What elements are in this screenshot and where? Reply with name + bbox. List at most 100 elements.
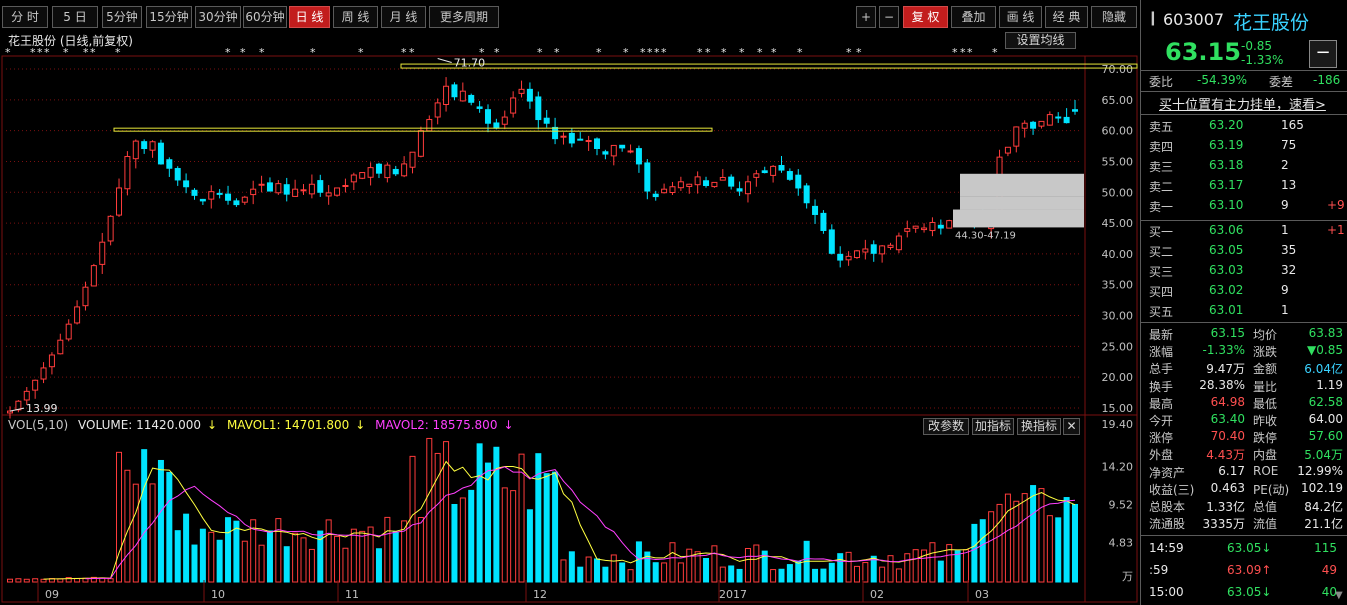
stat-value: 62.58 [1308, 394, 1343, 409]
add-indicator-button[interactable]: 加指标 [972, 418, 1014, 435]
period-tab-daily[interactable]: 日 线 [289, 6, 330, 28]
info-mine-icon: * [697, 46, 703, 59]
candle-body [266, 182, 273, 192]
candle-body [300, 189, 307, 192]
candle-body [48, 354, 55, 368]
info-mine-icon: * [771, 46, 777, 59]
period-tab-15min[interactable]: 15分钟 [146, 6, 192, 28]
bid-row[interactable]: 买五 63.01 1 [1141, 303, 1347, 320]
bid-price: 63.03 [1209, 263, 1244, 277]
bid-row[interactable]: 买三 63.03 32 [1141, 263, 1347, 280]
candle-body [116, 187, 123, 216]
date-axis-label: 02 [870, 588, 884, 601]
stat-label: 换手 [1149, 379, 1174, 394]
period-tab-weekly[interactable]: 周 线 [333, 6, 378, 28]
ask-row[interactable]: 卖二 63.17 13 [1141, 178, 1347, 195]
period-tab-timeshare[interactable]: 分 时 [2, 6, 48, 28]
candle-body [560, 135, 567, 138]
kline-chart-area[interactable]: 70.00 65.00 60.00 55.00 50.00 45.00 40.00 35.00… [0, 32, 1140, 605]
info-mine-icon: * [44, 46, 50, 59]
volume-bar [334, 535, 341, 583]
scroll-down-icon[interactable]: ▼ [1335, 590, 1343, 601]
info-mine-icon: * [30, 46, 36, 59]
volume-bar [459, 497, 466, 583]
ask-row[interactable]: 卖五 63.20 165 [1141, 118, 1347, 135]
vol-indicator-name[interactable]: VOL(5,10) [8, 418, 69, 432]
bid-volume: 1 [1281, 303, 1289, 317]
bid-row[interactable]: 买四 63.02 9 [1141, 283, 1347, 300]
volume-bar [895, 568, 902, 583]
zoom-in-button[interactable]: + [856, 6, 876, 28]
candle-body [1013, 126, 1020, 147]
candle-body [610, 144, 617, 157]
candle-body [677, 181, 684, 189]
panel-collapse-icon[interactable]: ❙ [1147, 10, 1159, 26]
candle-body [778, 165, 785, 171]
stat-label: 内盘 [1253, 448, 1278, 463]
more-periods-dropdown[interactable]: 更多周期 [429, 6, 499, 28]
candle-body [57, 339, 64, 355]
ask-row[interactable]: 卖一 63.10 9 +9 [1141, 198, 1347, 215]
candle-body [258, 183, 265, 186]
volume-bar [552, 471, 559, 583]
classic-button[interactable]: 经 典 [1045, 6, 1088, 28]
price-axis-label: 30.00 [1102, 310, 1134, 323]
candle-body [602, 151, 609, 155]
vol-mavol1: MAVOL1: 14701.800 [226, 418, 350, 432]
volume-bar [359, 530, 366, 583]
kline-chart-svg[interactable]: 70.00 65.00 60.00 55.00 50.00 45.00 40.00 35.00… [0, 32, 1140, 605]
volume-bar [1072, 503, 1078, 583]
stat-value: 1.33亿 [1206, 500, 1245, 514]
period-tab-5min[interactable]: 5分钟 [102, 6, 142, 28]
volume-bar [786, 564, 793, 583]
zoom-out-button[interactable]: − [879, 6, 899, 28]
remove-watchlist-button[interactable]: − [1309, 40, 1337, 68]
ask-row[interactable]: 卖三 63.18 2 [1141, 158, 1347, 175]
stat-value: 0.463 [1210, 480, 1245, 495]
ask-volume: 2 [1281, 158, 1289, 172]
volume-bar [392, 531, 399, 583]
bid-diff: +1 [1327, 223, 1345, 237]
volume-bar [325, 519, 332, 583]
ask-row[interactable]: 卖四 63.19 75 [1141, 138, 1347, 155]
candle-body [1030, 121, 1037, 129]
info-mine-icon: * [240, 46, 246, 59]
candle-body [853, 250, 860, 259]
volume-bar [443, 441, 450, 583]
stat-row: 涨幅 -1.33% 涨跌 ▼0.85 [1141, 343, 1347, 360]
vol-current: VOLUME: 11420.000 [78, 418, 202, 432]
bid-row[interactable]: 买二 63.05 35 [1141, 243, 1347, 260]
candle-body [23, 390, 30, 401]
overlay-button[interactable]: 叠加 [951, 6, 996, 28]
volume-bar [141, 449, 148, 583]
volume-bar [1021, 493, 1028, 583]
ma-setting-dropdown[interactable]: 设置均线 [1005, 32, 1076, 49]
switch-indicator-button[interactable]: 换指标 [1017, 418, 1061, 435]
stat-row: 外盘 4.43万 内盘 5.04万 [1141, 446, 1347, 463]
candle-body [199, 198, 206, 202]
candle-body [375, 163, 382, 174]
period-tab-60min[interactable]: 60分钟 [243, 6, 287, 28]
close-indicator-icon[interactable]: ✕ [1063, 418, 1080, 435]
volume-bar [904, 553, 911, 583]
bid-price: 63.05 [1209, 243, 1244, 257]
volume-bar [652, 562, 659, 583]
draw-line-button[interactable]: 画 线 [999, 6, 1042, 28]
period-tab-5day[interactable]: 5 日 [52, 6, 98, 28]
bid-row[interactable]: 买一 63.06 1 +1 [1141, 223, 1347, 240]
main-force-order-link[interactable]: 买十位置有主力挂单，速看> [1159, 98, 1326, 113]
volume-bar [820, 568, 827, 583]
candle-body [65, 323, 72, 340]
candle-body [443, 85, 450, 105]
candle-body [250, 188, 257, 196]
hide-button[interactable]: 隐藏 [1091, 6, 1137, 28]
candle-body [325, 192, 332, 197]
candle-body [543, 117, 550, 124]
period-tab-monthly[interactable]: 月 线 [381, 6, 426, 28]
adjust-rights-button[interactable]: 复 权 [903, 6, 948, 28]
volume-bar [501, 487, 508, 583]
period-tab-30min[interactable]: 30分钟 [195, 6, 241, 28]
modify-params-button[interactable]: 改参数 [923, 418, 969, 435]
volume-indicator-header: VOL(5,10) VOLUME: 11420.000 ↓ MAVOL1: 147… [8, 418, 514, 432]
candle-body [1021, 122, 1028, 129]
